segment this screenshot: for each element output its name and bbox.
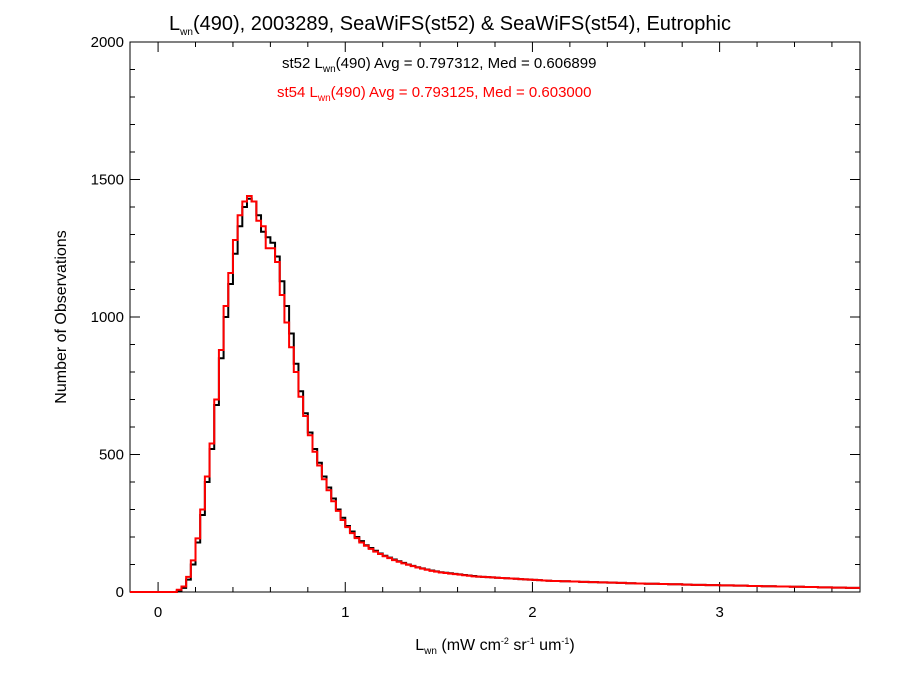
series-layer [130, 195, 860, 593]
y-tick-label: 2000 [91, 34, 124, 51]
x-axis-label: Lwn (mW cm-2 sr-1 um-1) [415, 636, 575, 657]
x-tick-label: 1 [341, 604, 349, 621]
y-axis-label: Number of Observations [53, 230, 70, 403]
chart-title: Lwn(490), 2003289, SeaWiFS(st52) & SeaWi… [169, 13, 731, 38]
x-tick-label: 3 [715, 604, 723, 621]
x-axis-ticks: 0 1 2 3 [154, 42, 833, 621]
x-tick-label: 2 [528, 604, 536, 621]
series-line-st52 [130, 197, 860, 593]
annotation-st52: st52 Lwn(490) Avg = 0.797312, Med = 0.60… [282, 55, 596, 75]
y-tick-label: 0 [116, 584, 124, 601]
y-tick-label: 1500 [91, 172, 124, 189]
plot-frame [129, 41, 861, 593]
y-tick-label: 500 [99, 447, 124, 464]
x-tick-label: 0 [154, 604, 162, 621]
annotation-st54: st54 Lwn(490) Avg = 0.793125, Med = 0.60… [277, 84, 591, 104]
series-line-st54 [130, 195, 860, 593]
y-tick-label: 1000 [91, 309, 124, 326]
y-axis-ticks: 0 500 1000 1500 2000 [91, 34, 860, 601]
